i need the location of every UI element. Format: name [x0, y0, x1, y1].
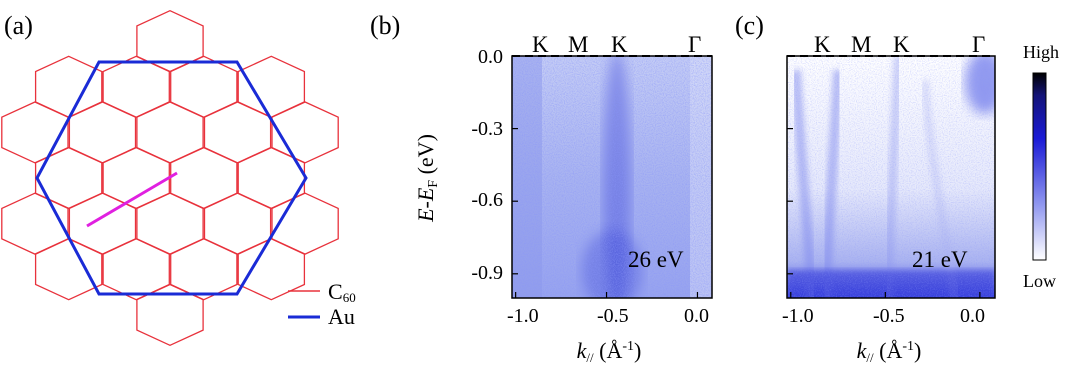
c60-hexagon-4: [170, 55, 238, 118]
c60-hexagon-23: [237, 238, 306, 301]
symmetry-point-b-2: M: [568, 32, 588, 57]
photon-energy-b: 26 eV: [628, 247, 684, 272]
panel-a-label: (a): [4, 11, 33, 40]
c60-hexagon-21: [102, 238, 170, 301]
c60-hexagon-17: [136, 192, 204, 255]
c60-hexagon-lattice: [1, 9, 339, 347]
x-tick-c-2: -0.5: [873, 305, 905, 327]
x-tick-b-3: 0.0: [684, 305, 709, 327]
arpes-map-b: [512, 56, 712, 298]
x-tick-c-1: -1.0: [782, 305, 814, 327]
symmetry-point-b-3: K: [611, 32, 628, 57]
c60-hexagon-19: [271, 192, 339, 255]
photon-energy-c: 21 eV: [912, 247, 968, 272]
panel-b-label: (b): [370, 11, 400, 40]
y-tick-2: -0.6: [471, 189, 503, 211]
axis-ticks-b: [512, 55, 699, 298]
c60-hexagon-2: [34, 55, 103, 118]
symmetry-point-c-4: Γ: [972, 32, 985, 57]
c60-hexagon-24: [136, 283, 204, 347]
symmetry-point-c-1: K: [814, 32, 831, 57]
c60-hexagon-8: [136, 101, 204, 164]
x-axis-label-b: k// (Å-1): [577, 338, 642, 365]
colorbar: [1032, 72, 1047, 261]
panel-c-label: (c): [735, 11, 764, 40]
y-axis-label: E-EF (eV): [413, 134, 441, 223]
c60-hexagon-3: [102, 55, 170, 118]
x-axis-label-c: k// (Å-1): [857, 338, 922, 365]
colorbar-low-label: Low: [1023, 271, 1056, 291]
y-tick-1: -0.3: [471, 118, 503, 140]
colorbar-high-label: High: [1023, 42, 1059, 62]
x-tick-c-3: 0.0: [960, 305, 985, 327]
c60-hexagon-11: [34, 146, 103, 210]
y-tick-3: -0.9: [471, 262, 503, 284]
c60-hexagon-1: [136, 9, 204, 73]
c60-hexagon-6: [1, 101, 69, 164]
x-tick-b-2: -0.5: [597, 305, 629, 327]
symmetry-point-c-2: M: [851, 32, 871, 57]
symmetry-point-b-1: K: [532, 32, 549, 57]
c60-hexagon-12: [102, 146, 170, 210]
frame-b: [511, 55, 713, 299]
c60-hexagon-10: [271, 101, 339, 164]
c60-hexagon-7: [68, 101, 137, 164]
c60-hexagon-9: [203, 101, 272, 164]
c60-hexagon-18: [203, 192, 272, 255]
c60-hexagon-13: [170, 146, 238, 210]
symmetry-point-c-3: K: [893, 32, 910, 57]
c60-hexagon-22: [170, 238, 238, 301]
axis-ticks-c: [787, 55, 981, 298]
measurement-path: [86, 171, 178, 228]
c60-hexagon-20: [34, 238, 103, 301]
au-brillouin-zone: [35, 60, 308, 296]
x-tick-b-1: -1.0: [507, 305, 539, 327]
arpes-map-c: [787, 56, 995, 298]
legend-au-label: Au: [328, 304, 355, 329]
c60-hexagon-15: [1, 192, 69, 255]
c60-hexagon-14: [237, 146, 306, 210]
legend-c60-label: C60: [328, 279, 356, 305]
c60-hexagon-5: [237, 55, 306, 118]
symmetry-point-b-4: Γ: [688, 32, 701, 57]
y-tick-0: 0.0: [478, 46, 503, 68]
